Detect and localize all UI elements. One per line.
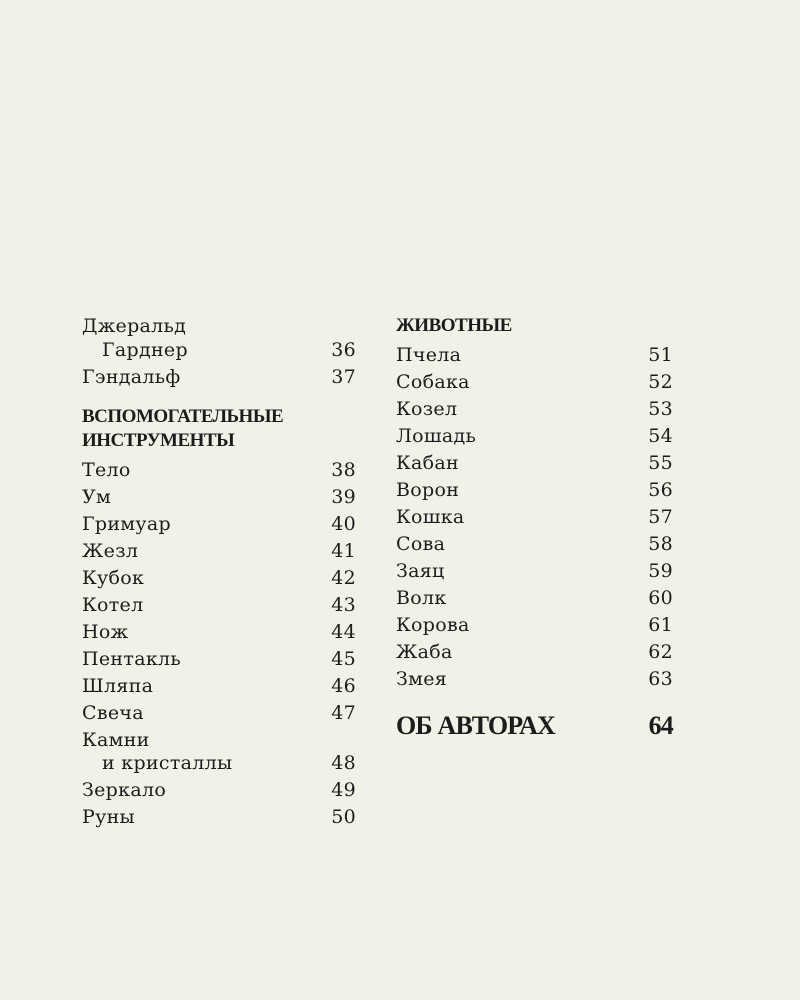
toc-entry-title: Пчела (396, 344, 462, 366)
toc-page-number: 52 (648, 371, 673, 393)
toc-entry-title: Шляпа (82, 675, 154, 697)
toc-entry-title: Лошадь (396, 425, 477, 447)
toc-page-number: 47 (331, 702, 356, 724)
toc-page-number: 45 (331, 648, 356, 670)
toc-entry-title: Руны (82, 806, 135, 828)
toc-page-number: 40 (331, 513, 356, 535)
toc-entry[interactable]: Собака 52 (396, 369, 673, 395)
toc-entry[interactable]: Кошка 57 (396, 504, 673, 530)
toc-page-number: 37 (331, 366, 356, 388)
toc-entry-title: Жаба (396, 641, 453, 663)
toc-page-number: 41 (331, 540, 356, 562)
toc-entry[interactable]: Котел 43 (82, 592, 356, 618)
toc-entry[interactable]: Змея 63 (396, 666, 673, 692)
section-heading: ЖИВОТНЫЕ (396, 315, 512, 336)
toc-page-number: 44 (331, 621, 356, 643)
toc-page-number: 48 (331, 752, 356, 774)
toc-entry[interactable]: Ворон 56 (396, 477, 673, 503)
toc-entry-title: Нож (82, 621, 129, 643)
toc-entry-title: Козел (396, 398, 458, 420)
toc-entry-title: Жезл (82, 540, 139, 562)
toc-entry-continued[interactable]: и кристаллы 48 (82, 750, 356, 776)
toc-entry-title: Гэндальф (82, 366, 181, 388)
toc-entry[interactable]: Жезл 41 (82, 538, 356, 564)
toc-entry-title: Заяц (396, 560, 445, 582)
toc-page-number: 57 (648, 506, 673, 528)
toc-entry-title: Свеча (82, 702, 144, 724)
toc-entry[interactable]: Козел 53 (396, 396, 673, 422)
toc-page-number: 58 (648, 533, 673, 555)
toc-entry[interactable]: Кубок 42 (82, 565, 356, 591)
toc-entry-title: Камни (82, 729, 150, 751)
toc-entry[interactable]: Зеркало 49 (82, 777, 356, 803)
toc-entry[interactable]: Пчела 51 (396, 342, 673, 368)
toc-entry-title: Волк (396, 587, 447, 609)
toc-page-number: 38 (331, 459, 356, 481)
toc-page-number: 46 (331, 675, 356, 697)
toc-page-number: 49 (331, 779, 356, 801)
toc-page-number: 36 (331, 339, 356, 361)
toc-entry-title: ОБ АВТОРАХ (396, 711, 556, 740)
toc-entry-title: Кошка (396, 506, 465, 528)
toc-page-number: 64 (648, 711, 674, 740)
toc-entry[interactable]: Свеча 47 (82, 700, 356, 726)
toc-entry-title: Зеркало (82, 779, 167, 801)
toc-entry[interactable]: Пентакль 45 (82, 646, 356, 672)
toc-entry[interactable]: Камни (82, 727, 356, 753)
toc-page-number: 55 (648, 452, 673, 474)
toc-entry-title: Пентакль (82, 648, 182, 670)
toc-page-number: 60 (648, 587, 673, 609)
toc-page-number: 59 (648, 560, 673, 582)
toc-entry[interactable]: Кабан 55 (396, 450, 673, 476)
toc-entry[interactable]: Лошадь 54 (396, 423, 673, 449)
toc-entry-title: Собака (396, 371, 470, 393)
toc-entry-title: Кубок (82, 567, 145, 589)
toc-entry[interactable]: Корова 61 (396, 612, 673, 638)
toc-entry[interactable]: Джеральд (82, 313, 356, 339)
toc-entry[interactable]: Заяц 59 (396, 558, 673, 584)
toc-entry-title: Ворон (396, 479, 460, 501)
toc-entry[interactable]: Гэндальф 37 (82, 364, 356, 390)
toc-page-number: 53 (648, 398, 673, 420)
toc-entry-title: Сова (396, 533, 446, 555)
toc-entry[interactable]: Волк 60 (396, 585, 673, 611)
toc-entry-title: Кабан (396, 452, 459, 474)
toc-entry[interactable]: Гримуар 40 (82, 511, 356, 537)
toc-entry-title: Тело (82, 459, 131, 481)
toc-entry[interactable]: Шляпа 46 (82, 673, 356, 699)
section-heading: ИНСТРУМЕНТЫ (82, 430, 235, 451)
toc-page-number: 50 (331, 806, 356, 828)
toc-page-number: 62 (648, 641, 673, 663)
toc-page-number: 39 (331, 486, 356, 508)
toc-page-number: 61 (648, 614, 673, 636)
toc-entry[interactable]: Тело 38 (82, 457, 356, 483)
toc-page-number: 56 (648, 479, 673, 501)
toc-entry-title: Джеральд (82, 315, 187, 337)
toc-entry-title: Змея (396, 668, 448, 690)
toc-entry-title: Ум (82, 486, 112, 508)
toc-entry-title: и кристаллы (102, 752, 233, 774)
toc-entry[interactable]: Нож 44 (82, 619, 356, 645)
toc-page-number: 51 (648, 344, 673, 366)
toc-entry[interactable]: Ум 39 (82, 484, 356, 510)
section-heading: ВСПОМОГАТЕЛЬНЫЕ (82, 406, 284, 427)
toc-entry-title: Гарднер (102, 339, 188, 361)
toc-page-number: 54 (648, 425, 673, 447)
toc-entry-title: Гримуар (82, 513, 171, 535)
toc-entry-about-authors[interactable]: ОБ АВТОРАХ 64 (396, 710, 674, 742)
toc-page-number: 63 (648, 668, 673, 690)
toc-page-number: 42 (331, 567, 356, 589)
toc-entry-continued[interactable]: Гарднер 36 (82, 337, 356, 363)
toc-entry-title: Корова (396, 614, 470, 636)
toc-entry[interactable]: Сова 58 (396, 531, 673, 557)
toc-page-number: 43 (331, 594, 356, 616)
toc-entry[interactable]: Руны 50 (82, 804, 356, 830)
toc-entry[interactable]: Жаба 62 (396, 639, 673, 665)
toc-entry-title: Котел (82, 594, 144, 616)
